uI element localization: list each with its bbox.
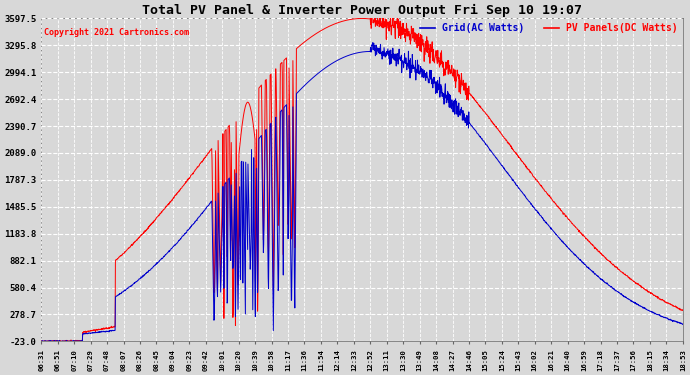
Text: Copyright 2021 Cartronics.com: Copyright 2021 Cartronics.com	[44, 28, 190, 37]
Title: Total PV Panel & Inverter Power Output Fri Sep 10 19:07: Total PV Panel & Inverter Power Output F…	[142, 4, 582, 17]
Legend: Grid(AC Watts), PV Panels(DC Watts): Grid(AC Watts), PV Panels(DC Watts)	[420, 23, 678, 33]
